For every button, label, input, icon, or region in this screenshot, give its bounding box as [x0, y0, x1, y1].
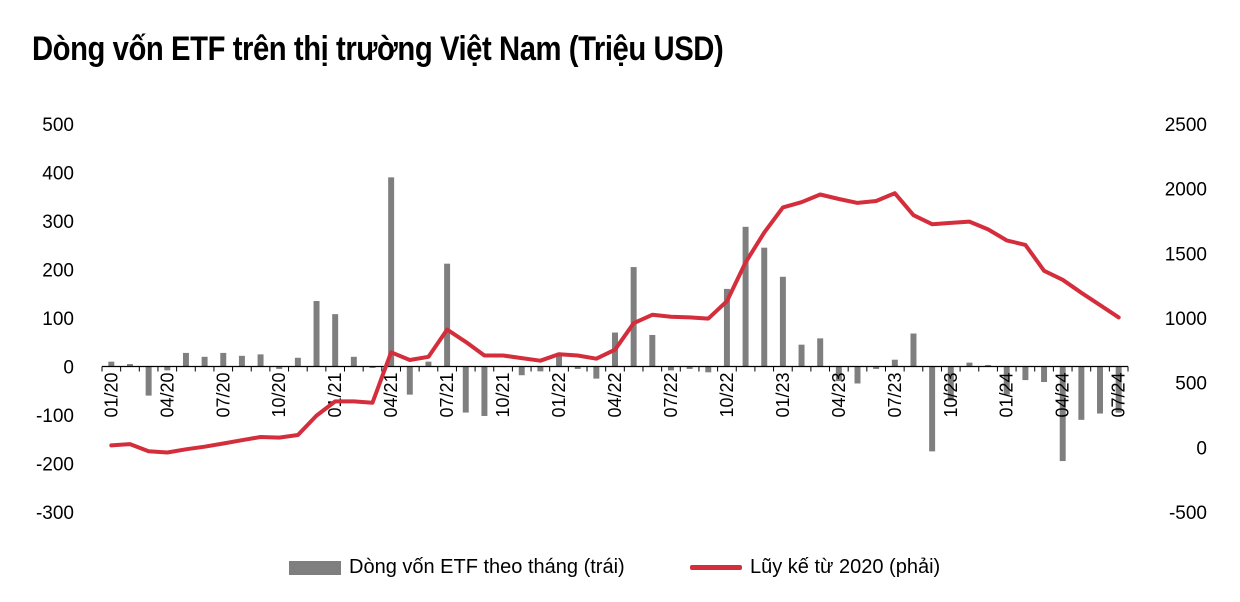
flow-bar	[238, 355, 245, 367]
flow-bar	[444, 263, 451, 367]
legend-label-cumulative: Lũy kế từ 2020 (phải)	[750, 556, 941, 578]
chart-title: Dòng vốn ETF trên thị trường Việt Nam (T…	[32, 30, 724, 68]
x-axis-tick-label: 04/23	[829, 373, 849, 418]
flow-bar	[667, 366, 674, 371]
flow-bar	[201, 356, 208, 367]
right-axis-tick-label: 1000	[1165, 309, 1207, 330]
flow-bar	[835, 366, 842, 382]
flow-bar	[276, 366, 283, 369]
flow-bar	[910, 333, 917, 367]
x-axis-tick-label: 01/21	[325, 373, 345, 418]
flow-bar	[164, 366, 171, 371]
left-axis-tick-label: -300	[36, 503, 74, 524]
flow-bar	[406, 366, 413, 395]
x-axis-tick-label: 10/22	[717, 373, 737, 418]
x-axis-tick-label: 04/21	[381, 373, 401, 418]
flow-bar	[1097, 366, 1104, 414]
flow-bar	[1022, 366, 1029, 381]
flow-bar	[332, 314, 339, 367]
legend-item-monthly-flow: Dòng vốn ETF theo tháng (trái)	[289, 556, 625, 579]
x-axis-tick-label: 07/20	[213, 373, 233, 418]
flow-bar	[108, 361, 115, 367]
flow-bar	[182, 352, 189, 367]
x-axis-tick-label: 10/20	[269, 373, 289, 418]
flow-bar	[1003, 366, 1010, 395]
flow-bar	[985, 365, 992, 367]
left-axis-tick-label: -100	[36, 406, 74, 427]
legend-item-cumulative: Lũy kế từ 2020 (phải)	[690, 556, 940, 579]
flow-bar	[294, 357, 301, 367]
x-axis-tick-label: 07/23	[885, 373, 905, 418]
right-axis-tick-label: 1500	[1165, 244, 1207, 265]
flow-bar	[929, 366, 936, 452]
flow-bar	[1115, 366, 1122, 413]
flow-bar	[145, 366, 152, 396]
flow-bar	[556, 354, 563, 367]
flow-bar	[686, 366, 693, 369]
x-axis-tick-label: 01/20	[101, 373, 121, 418]
flow-bar	[574, 366, 581, 369]
cumulative-line	[109, 191, 1121, 455]
flow-bar	[966, 362, 973, 367]
flow-bar	[873, 366, 880, 369]
etf-flow-chart: 5004003002001000-100-200-300250020001500…	[36, 115, 1207, 524]
flow-bar	[126, 364, 133, 367]
flow-bar	[518, 366, 525, 376]
x-axis-tick-label: 10/21	[493, 373, 513, 418]
x-axis-tick-label: 04/24	[1053, 373, 1073, 418]
flow-bar	[593, 366, 600, 379]
flow-bar	[425, 361, 432, 367]
left-axis-tick-label: 300	[42, 212, 74, 233]
flow-bar	[537, 366, 544, 372]
x-axis-tick-label: 07/24	[1109, 373, 1129, 418]
right-axis-tick-label: 0	[1196, 438, 1207, 459]
flow-bar	[481, 366, 488, 416]
x-axis-tick-label: 01/23	[773, 373, 793, 418]
flow-bar	[723, 288, 730, 367]
flow-bar	[817, 338, 824, 367]
flow-bar	[947, 366, 954, 401]
legend-bar-swatch	[289, 560, 341, 575]
flow-bar	[798, 344, 805, 367]
x-axis-tick-label: 10/23	[941, 373, 961, 418]
flow-bar	[1059, 366, 1066, 462]
flow-bar	[742, 226, 749, 367]
legend-line-swatch	[690, 565, 742, 570]
flow-bar	[761, 247, 768, 367]
flow-bar	[779, 276, 786, 367]
x-axis-tick-label: 07/21	[437, 373, 457, 418]
x-axis-tick-label: 04/20	[157, 373, 177, 418]
flow-bar	[462, 366, 469, 413]
flow-bar	[388, 177, 395, 367]
left-axis-tick-label: 100	[42, 309, 74, 330]
x-axis-tick-label: 01/24	[997, 373, 1017, 418]
right-axis-tick-label: -500	[1169, 503, 1207, 524]
flow-bar	[891, 359, 898, 367]
left-axis-tick-label: 400	[42, 164, 74, 185]
flow-bar	[649, 334, 656, 367]
flow-bar	[220, 352, 227, 367]
x-axis-tick-label: 01/22	[549, 373, 569, 418]
flow-bar	[705, 366, 712, 373]
flow-bar	[1041, 366, 1048, 383]
flow-bar	[257, 354, 264, 367]
flow-bar	[313, 301, 320, 367]
left-axis-tick-label: 500	[42, 115, 74, 136]
flow-bar	[854, 366, 861, 384]
flow-bar	[369, 366, 376, 368]
flow-bar	[630, 267, 637, 367]
right-axis-tick-label: 2000	[1165, 180, 1207, 201]
x-axis-tick-label: 04/22	[605, 373, 625, 418]
right-axis-tick-label: 2500	[1165, 115, 1207, 136]
right-axis-tick-label: 500	[1175, 374, 1207, 395]
legend-label-monthly-flow: Dòng vốn ETF theo tháng (trái)	[349, 556, 625, 578]
flow-bar	[1078, 366, 1085, 420]
left-axis-tick-label: 0	[63, 358, 74, 379]
x-axis-tick-label: 07/22	[661, 373, 681, 418]
left-axis-tick-label: -200	[36, 455, 74, 476]
left-axis-tick-label: 200	[42, 261, 74, 282]
legend: Dòng vốn ETF theo tháng (trái) Lũy kế từ…	[0, 556, 1240, 586]
flow-bar	[350, 356, 357, 367]
